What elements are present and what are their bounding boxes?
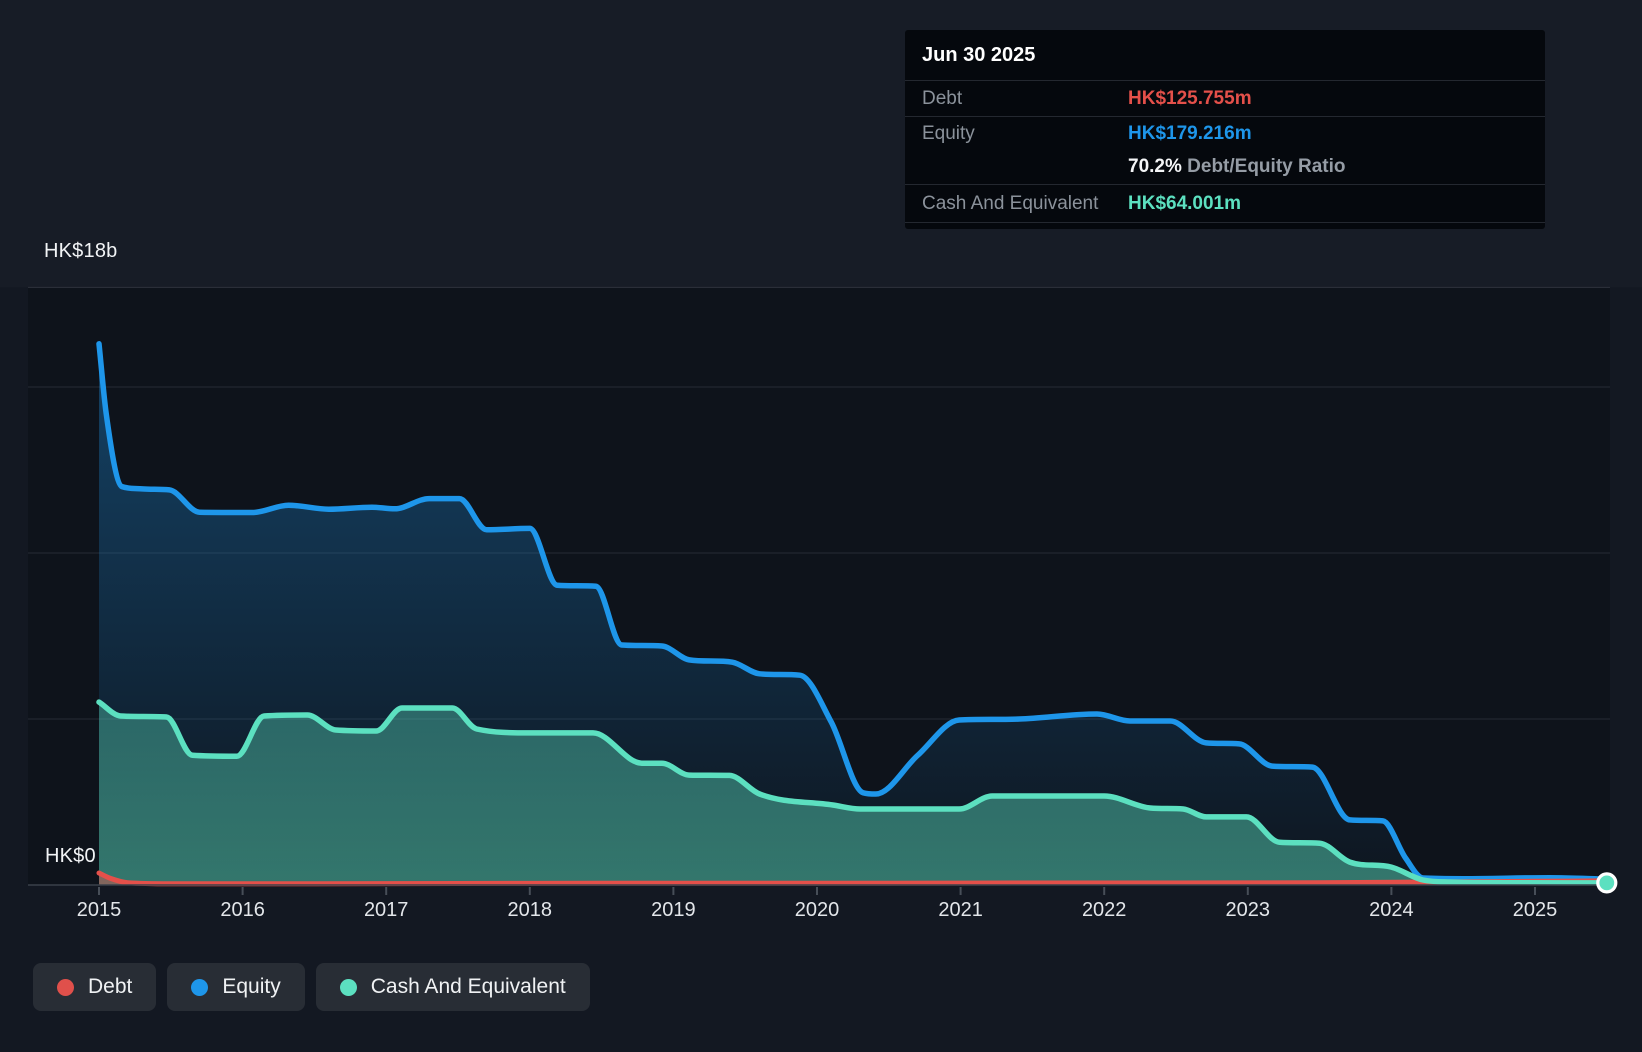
series-end-marker: [1598, 874, 1616, 892]
legend-item-label: Debt: [88, 975, 132, 999]
x-axis-label-2015: 2015: [77, 899, 122, 922]
tooltip-equity-label: Equity: [922, 123, 975, 145]
tooltip-ratio-label: Debt/Equity Ratio: [1187, 156, 1345, 177]
legend-item-label: Equity: [222, 975, 280, 999]
debt-equity-history-chart: HK$18b HK$0 2015 2016 2017 2018 2019 2020 2021…: [0, 0, 1642, 1052]
x-axis-label-2016: 2016: [220, 899, 265, 922]
x-axis-label-2024: 2024: [1369, 899, 1414, 922]
legend-item-equity[interactable]: Equity: [167, 963, 304, 1011]
tooltip-equity-value: HK$179.216m: [1128, 123, 1252, 145]
tooltip-cash-value: HK$64.001m: [1128, 193, 1241, 215]
y-axis-zero-label: HK$0: [45, 845, 96, 868]
legend-item-label: Cash And Equivalent: [371, 975, 566, 999]
x-axis-label-2019: 2019: [651, 899, 696, 922]
tooltip-row-debt: Debt HK$125.755m: [905, 81, 1545, 117]
tooltip-debt-value: HK$125.755m: [1128, 88, 1252, 110]
debt-legend-dot-icon: [57, 979, 74, 996]
legend-item-cash-and-equivalent[interactable]: Cash And Equivalent: [316, 963, 590, 1011]
x-axis-label-2017: 2017: [364, 899, 409, 922]
tooltip-ratio: 70.2% Debt/Equity Ratio: [1128, 156, 1346, 178]
hover-tooltip: Jun 30 2025 Debt HK$125.755m Equity HK$1…: [905, 30, 1545, 229]
chart-legend: Debt Equity Cash And Equivalent: [33, 963, 590, 1011]
x-axis-label-2020: 2020: [795, 899, 840, 922]
tooltip-row-equity: Equity HK$179.216m: [905, 117, 1545, 150]
tooltip-date: Jun 30 2025: [905, 30, 1545, 81]
legend-item-debt[interactable]: Debt: [33, 963, 156, 1011]
x-axis-label-2023: 2023: [1226, 899, 1271, 922]
y-axis-max-label: HK$18b: [44, 240, 117, 263]
tooltip-row-cash: Cash And Equivalent HK$64.001m: [905, 185, 1545, 223]
tooltip-cash-label: Cash And Equivalent: [922, 193, 1098, 215]
tooltip-ratio-value: 70.2%: [1128, 156, 1182, 177]
tooltip-debt-label: Debt: [922, 88, 962, 110]
tooltip-row-ratio: 70.2% Debt/Equity Ratio: [905, 150, 1545, 185]
x-axis-label-2018: 2018: [508, 899, 553, 922]
x-axis-label-2021: 2021: [938, 899, 983, 922]
cash-and-equivalent-legend-dot-icon: [340, 979, 357, 996]
x-axis-label-2022: 2022: [1082, 899, 1127, 922]
x-axis-label-2025: 2025: [1513, 899, 1558, 922]
equity-legend-dot-icon: [191, 979, 208, 996]
